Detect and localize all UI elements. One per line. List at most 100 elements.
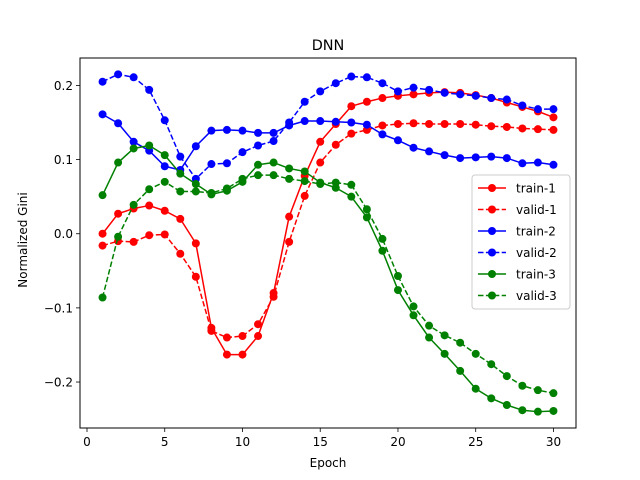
- data-point: [533, 386, 542, 395]
- legend-label: valid-3: [516, 289, 557, 303]
- data-point: [549, 406, 558, 415]
- data-point: [238, 350, 247, 359]
- data-point: [191, 187, 200, 196]
- series-valid-1: [98, 119, 558, 342]
- data-point: [145, 185, 154, 194]
- data-point: [160, 230, 169, 239]
- legend-label: train-3: [516, 268, 556, 282]
- data-point: [502, 122, 511, 131]
- data-point: [98, 191, 107, 200]
- data-point: [362, 205, 371, 214]
- data-point: [114, 70, 123, 79]
- data-point: [487, 94, 496, 103]
- data-point: [425, 119, 434, 128]
- data-point: [549, 113, 558, 122]
- data-point: [269, 128, 278, 137]
- data-point: [129, 144, 138, 153]
- legend-item: train-3: [478, 268, 556, 282]
- data-point: [362, 73, 371, 82]
- data-point: [378, 130, 387, 139]
- data-point: [207, 188, 216, 197]
- data-point: [300, 97, 309, 106]
- data-point: [207, 326, 216, 335]
- data-point: [425, 321, 434, 330]
- data-point: [98, 229, 107, 238]
- data-point: [409, 90, 418, 99]
- data-point: [238, 332, 247, 341]
- data-point: [254, 171, 263, 180]
- data-point: [393, 119, 402, 128]
- data-point: [347, 180, 356, 189]
- data-point: [471, 384, 480, 393]
- data-point: [222, 333, 231, 342]
- legend-label: valid-2: [516, 246, 557, 260]
- y-tick-label: 0.2: [54, 79, 73, 93]
- data-point: [409, 302, 418, 311]
- data-point: [114, 209, 123, 218]
- data-point: [316, 180, 325, 189]
- x-tick-label: 10: [235, 435, 250, 449]
- data-point: [471, 91, 480, 100]
- x-tick-label: 0: [83, 435, 91, 449]
- data-point: [285, 237, 294, 246]
- legend-marker: [488, 205, 496, 214]
- data-point: [191, 239, 200, 248]
- legend-box: [471, 174, 571, 310]
- data-point: [487, 152, 496, 161]
- data-point: [533, 158, 542, 167]
- data-point: [207, 160, 216, 169]
- data-point: [533, 105, 542, 114]
- data-point: [378, 234, 387, 243]
- data-point: [533, 407, 542, 416]
- data-point: [471, 120, 480, 129]
- data-point: [254, 128, 263, 137]
- data-point: [254, 320, 263, 329]
- legend-label: valid-1: [516, 203, 557, 217]
- data-point: [145, 231, 154, 240]
- data-point: [549, 105, 558, 114]
- data-point: [347, 129, 356, 138]
- legend-item: valid-3: [478, 289, 557, 303]
- plot-lines: [98, 70, 558, 416]
- data-point: [331, 79, 340, 88]
- data-point: [222, 125, 231, 134]
- y-tick-label: −0.1: [44, 301, 73, 315]
- legend-item: valid-2: [478, 246, 557, 260]
- data-point: [502, 372, 511, 381]
- data-point: [316, 137, 325, 146]
- legend: train-1 valid-1 train-2 valid-2 train-3 valid…: [471, 174, 571, 310]
- data-point: [145, 201, 154, 210]
- data-point: [456, 338, 465, 347]
- legend-marker: [488, 248, 496, 257]
- data-point: [145, 141, 154, 150]
- data-point: [176, 249, 185, 258]
- data-point: [129, 73, 138, 82]
- series-valid-3: [98, 171, 558, 398]
- x-tick-label: 25: [468, 435, 483, 449]
- x-tick-label: 20: [390, 435, 405, 449]
- y-axis-ticks: −0.2 −0.1 0.0 0.1 0.2: [44, 79, 80, 390]
- data-point: [254, 160, 263, 169]
- data-point: [176, 187, 185, 196]
- data-point: [269, 158, 278, 167]
- data-point: [129, 200, 138, 209]
- data-point: [471, 153, 480, 162]
- data-point: [409, 119, 418, 128]
- data-point: [347, 118, 356, 127]
- data-point: [549, 125, 558, 134]
- data-point: [238, 126, 247, 135]
- data-point: [176, 214, 185, 223]
- data-point: [533, 125, 542, 134]
- data-point: [316, 158, 325, 167]
- data-point: [362, 120, 371, 129]
- data-point: [160, 206, 169, 215]
- data-point: [440, 151, 449, 160]
- data-point: [471, 349, 480, 358]
- data-point: [518, 101, 527, 110]
- x-tick-label: 5: [161, 435, 169, 449]
- data-point: [549, 389, 558, 398]
- x-tick-label: 15: [313, 435, 328, 449]
- legend-item: train-1: [478, 182, 556, 196]
- data-point: [114, 232, 123, 241]
